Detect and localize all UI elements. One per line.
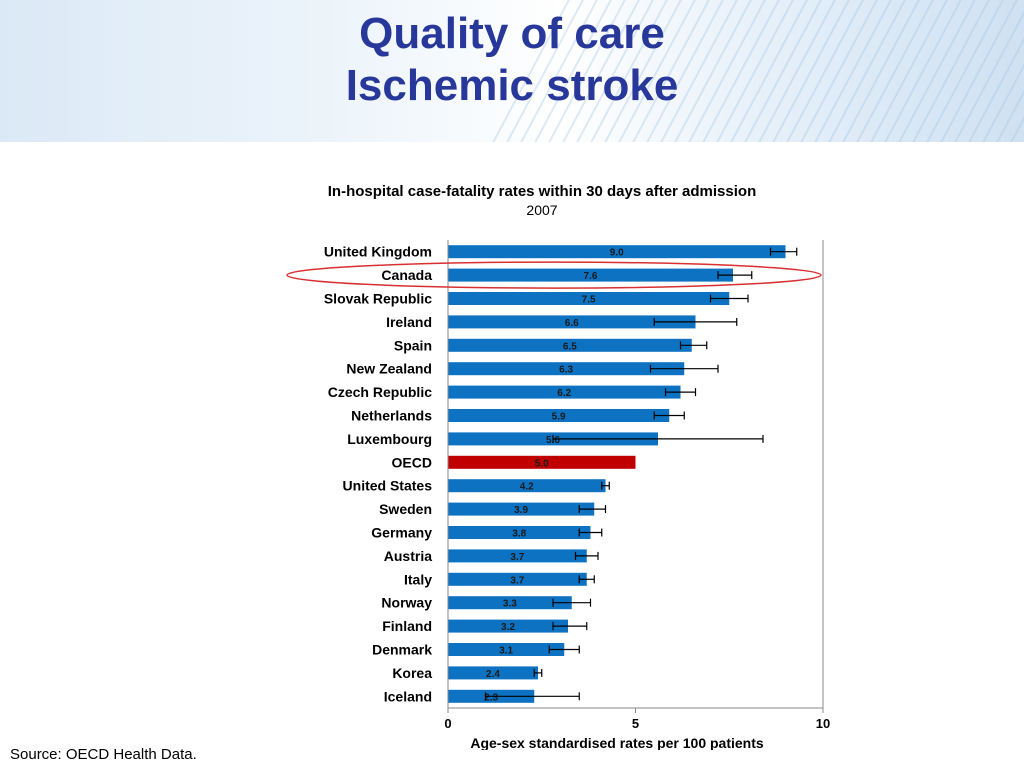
data-label: 3.3	[503, 599, 517, 610]
category-label: Korea	[392, 665, 432, 681]
data-label: 3.8	[512, 529, 526, 540]
category-label: Slovak Republic	[324, 291, 432, 307]
category-label: Sweden	[379, 501, 432, 517]
bars-layer: 9.07.67.56.66.56.36.25.95.65.04.23.93.83…	[448, 245, 798, 703]
category-label: Norway	[381, 595, 432, 611]
bar-korea	[448, 666, 538, 680]
data-label: 2.4	[486, 669, 500, 680]
data-label: 7.6	[584, 271, 598, 282]
error-bar	[552, 622, 588, 631]
data-label: 3.7	[510, 552, 524, 563]
data-label: 6.6	[565, 318, 579, 329]
category-label: OECD	[392, 454, 432, 470]
data-label: 7.5	[582, 295, 596, 306]
category-label: Denmark	[372, 642, 432, 658]
bar-netherlands	[448, 409, 670, 422]
category-label: Finland	[382, 618, 432, 634]
header-banner	[0, 0, 1024, 142]
data-label: 5.9	[552, 412, 566, 423]
category-label: Italy	[404, 571, 432, 587]
category-label: United States	[343, 478, 433, 494]
bar-austria	[448, 549, 587, 563]
x-tick-label: 10	[816, 716, 830, 731]
error-bar	[552, 434, 764, 443]
x-tick-label: 0	[444, 716, 451, 731]
data-label: 5.0	[535, 458, 549, 469]
bar-italy	[448, 572, 587, 586]
highlight-ellipse	[286, 261, 822, 289]
bar-united-kingdom	[448, 245, 786, 259]
slide-title-line1: Quality of care	[359, 9, 665, 58]
error-bar	[653, 317, 738, 326]
data-label: 3.7	[510, 575, 524, 586]
bar-norway	[448, 596, 572, 610]
error-bar	[664, 388, 697, 397]
data-label: 3.2	[501, 622, 515, 633]
bar-oecd	[448, 455, 636, 469]
bar-spain	[448, 338, 692, 352]
category-label: Luxembourg	[347, 431, 432, 447]
category-label: New Zealand	[346, 361, 432, 377]
category-label: United Kingdom	[324, 244, 432, 260]
x-axis-label: Age-sex standardised rates per 100 patie…	[470, 735, 764, 750]
bar-czech-republic	[448, 385, 681, 399]
bar-canada	[448, 268, 733, 282]
error-bar	[679, 341, 708, 350]
bar-chart: In-hospital case-fatality rates within 3…	[286, 183, 830, 750]
category-label: Netherlands	[351, 408, 432, 424]
axis-layer: United Kingdom Canada Slovak Republic Irela…	[286, 240, 830, 731]
bar-new-zealand	[448, 362, 685, 376]
error-bar	[552, 598, 592, 607]
bar-denmark	[448, 643, 565, 656]
x-tick-label: 5	[632, 716, 639, 731]
data-label: 4.2	[520, 482, 534, 493]
category-label: Iceland	[384, 688, 432, 704]
bar-ireland	[448, 315, 696, 329]
data-label: 2.3	[484, 692, 498, 703]
slide-title: Quality of care Ischemic stroke	[0, 8, 1024, 112]
category-label: Germany	[371, 525, 432, 541]
chart-title: In-hospital case-fatality rates within 3…	[328, 183, 756, 200]
error-bar	[769, 247, 798, 256]
bar-sweden	[448, 502, 595, 516]
error-bar	[533, 668, 543, 677]
bar-finland	[448, 619, 568, 633]
error-bar	[653, 411, 685, 420]
category-label: Czech Republic	[328, 384, 432, 400]
data-label: 3.1	[499, 646, 513, 657]
error-bar	[548, 645, 580, 654]
error-bar	[649, 364, 719, 373]
data-label: 6.5	[563, 341, 577, 352]
error-bar	[578, 528, 603, 537]
error-bar	[578, 505, 607, 514]
category-label: Ireland	[386, 314, 432, 330]
slide-title-line2: Ischemic stroke	[345, 61, 679, 110]
data-label: 9.0	[610, 248, 624, 259]
bar-united-states	[448, 479, 606, 493]
source-note: Source: OECD Health Data.	[10, 746, 197, 763]
data-label: 6.2	[557, 388, 571, 399]
error-bar	[601, 481, 610, 490]
bar-slovak-republic	[448, 292, 730, 305]
category-label: Canada	[381, 267, 432, 283]
chart-subtitle: 2007	[526, 202, 557, 218]
error-bar	[574, 551, 599, 560]
bar-germany	[448, 526, 591, 539]
error-bar	[484, 692, 580, 701]
data-label: 3.9	[514, 505, 528, 516]
error-bar	[578, 575, 595, 584]
category-label: Austria	[384, 548, 432, 564]
category-label: Spain	[394, 337, 432, 353]
data-label: 6.3	[559, 365, 573, 376]
error-bar	[709, 294, 749, 303]
error-bar	[717, 271, 753, 280]
